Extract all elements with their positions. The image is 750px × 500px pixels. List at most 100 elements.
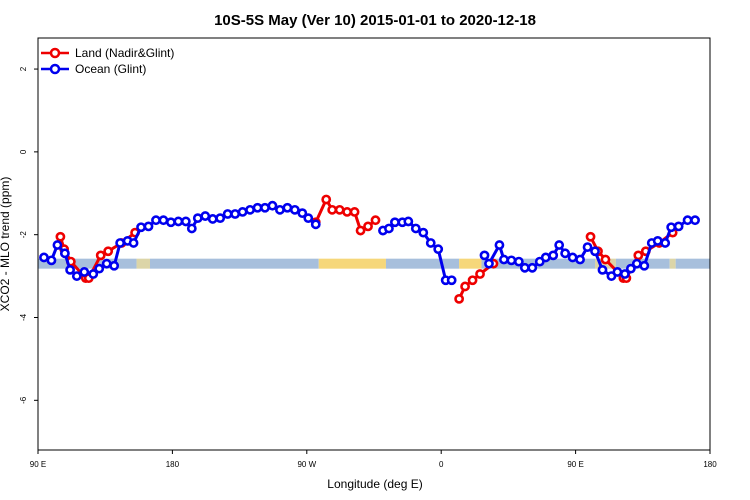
ocean-point [433, 244, 444, 255]
legend: Land (Nadir&Glint) Ocean (Glint) [41, 46, 174, 76]
ocean-point [71, 271, 82, 281]
ocean-point [666, 222, 677, 233]
ocean-point [660, 238, 671, 248]
ocean-point [567, 252, 578, 263]
ocean-point [267, 200, 278, 211]
ocean-point [200, 211, 211, 221]
x-tick-label: 0 [439, 460, 444, 469]
ocean-point [222, 209, 233, 219]
series-layer [39, 194, 700, 304]
chart-title: 10S-5S May (Ver 10) 2015-01-01 to 2020-1… [214, 12, 536, 29]
legend-land-label: Land (Nadir&Glint) [75, 46, 174, 60]
land-point [55, 231, 66, 242]
ocean-point [548, 250, 559, 261]
ocean-point [527, 262, 538, 273]
ocean-point [252, 202, 263, 213]
land-point [103, 246, 114, 257]
x-tick-label: 180 [703, 460, 717, 469]
ocean-point [625, 263, 636, 274]
ocean-point [215, 213, 226, 224]
y-axis-ticks: 2 0 -2 -4 -6 [19, 66, 38, 404]
ocean-point [59, 248, 70, 259]
ocean-point [513, 256, 524, 267]
ocean-point [631, 258, 642, 269]
ocean-point [390, 217, 400, 228]
land-point [363, 221, 373, 232]
ocean-point [260, 202, 270, 213]
ocean-point [207, 214, 218, 224]
ocean-point [88, 269, 99, 279]
surface-bar-segment-3 [318, 258, 386, 269]
ocean-point [158, 215, 169, 226]
ocean-point [282, 202, 293, 213]
ocean-point [673, 221, 684, 232]
land-point [355, 225, 366, 236]
legend-land-marker [49, 47, 61, 59]
ocean-point [237, 207, 248, 217]
ocean-point [506, 255, 517, 266]
ocean-point [173, 216, 184, 227]
land-point [633, 250, 644, 261]
x-tick-label: 90 E [30, 460, 46, 469]
surface-bar-segment-0 [38, 258, 137, 269]
y-axis-label: XCO2 - MLO trend (ppm) [0, 177, 12, 312]
ocean-point [619, 269, 630, 279]
y-tick-label: -6 [19, 396, 28, 404]
ocean-point [597, 264, 608, 275]
ocean-point [575, 254, 585, 265]
surface-bar-segment-10 [675, 258, 710, 269]
y-tick-label: -4 [19, 313, 28, 321]
ocean-point [46, 255, 57, 266]
ocean-point [297, 208, 308, 219]
ocean-point [128, 238, 139, 248]
ocean-point [425, 238, 436, 248]
ocean-point [479, 250, 490, 261]
ocean-point [484, 258, 494, 269]
ocean-point [384, 223, 394, 234]
ocean-point [540, 252, 551, 263]
ocean-point [151, 215, 161, 226]
ocean-point [403, 216, 414, 227]
land-point [95, 250, 106, 261]
ocean-point [303, 213, 314, 224]
surface-bar-segment-5 [459, 258, 482, 269]
x-axis-ticks: 90 E 180 90 W 0 90 E 180 [30, 450, 717, 469]
surface-bar-segment-1 [136, 258, 150, 269]
land-point [460, 281, 470, 292]
ocean-point [410, 223, 421, 234]
land-point [334, 204, 345, 215]
x-tick-label: 90 W [297, 460, 316, 469]
ocean-point [446, 275, 457, 286]
x-tick-label: 90 E [567, 460, 583, 469]
plot-frame [37, 37, 711, 451]
x-tick-label: 180 [166, 460, 180, 469]
ocean-point [39, 252, 49, 263]
land-point [600, 254, 611, 265]
ocean-point [494, 240, 505, 250]
ocean-point [289, 204, 300, 215]
legend-ocean-label: Ocean (Glint) [75, 62, 146, 76]
land-point [321, 194, 332, 205]
ocean-point [418, 227, 429, 238]
x-axis-label: Longitude (deg E) [327, 477, 422, 491]
legend-ocean-marker [49, 63, 61, 75]
ocean-point [554, 240, 565, 250]
ocean-point [192, 213, 203, 224]
surface-bar-segment-4 [385, 258, 460, 269]
ocean-point [682, 215, 693, 226]
land-point [467, 275, 478, 286]
ocean-point [166, 217, 176, 228]
ocean-point [560, 248, 571, 259]
ocean-point [136, 222, 146, 233]
land-point [349, 207, 360, 217]
ocean-point [499, 254, 509, 265]
ocean-point [109, 260, 120, 271]
surface-bar-segment-9 [669, 258, 676, 269]
ocean-point [582, 242, 593, 253]
ocean-point [275, 204, 285, 215]
ocean-point [639, 260, 650, 271]
land-point [327, 204, 338, 215]
land-point [342, 207, 353, 217]
ocean-point [143, 221, 154, 232]
